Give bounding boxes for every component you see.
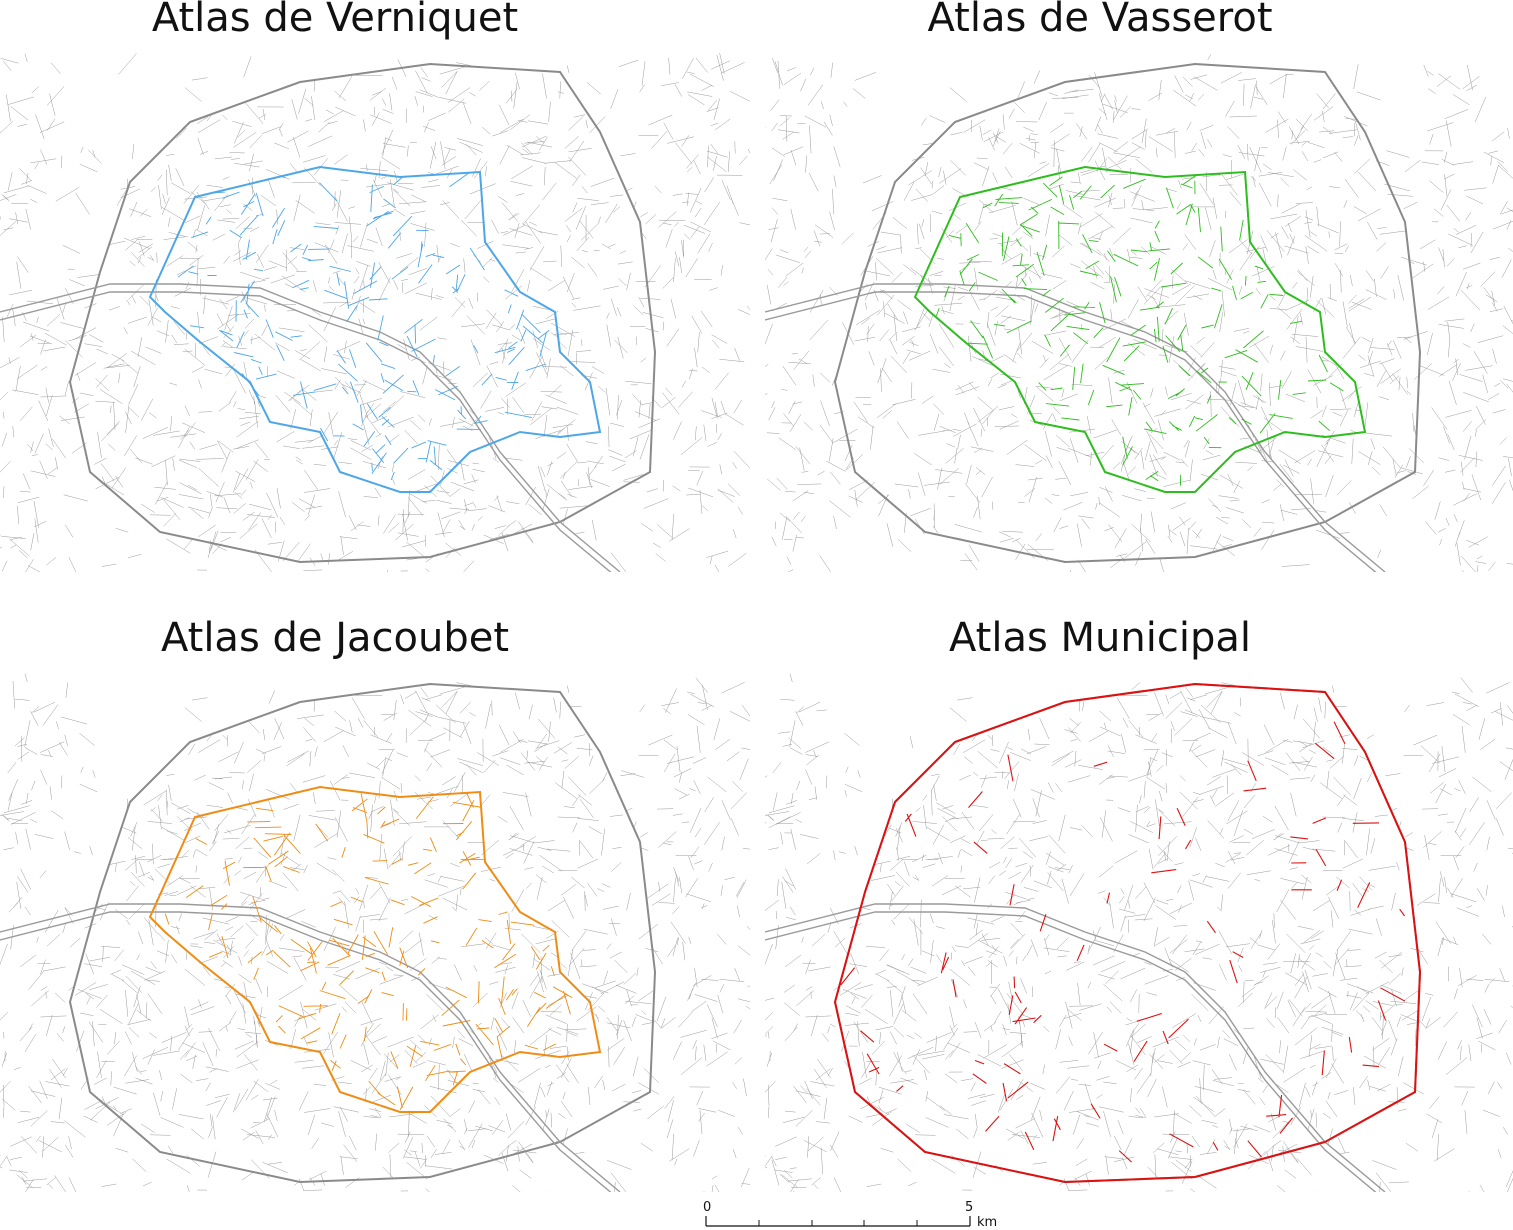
panel-title: Atlas Municipal (949, 615, 1251, 661)
seine-bank (765, 291, 1377, 572)
panel-title: Atlas de Vasserot (927, 0, 1273, 41)
seine-bank (765, 911, 1377, 1192)
city-boundary (68, 62, 657, 564)
city-boundary (68, 682, 657, 1184)
basemap-streets (0, 52, 750, 572)
map-panel-vasserot: Atlas de Vasserot (765, 0, 1513, 600)
atlas-coverage-boundary (833, 682, 1422, 1184)
map-panel-municipal: Atlas Municipal (765, 615, 1513, 1220)
map-canvas (765, 673, 1513, 1192)
panel-title: Atlas de Jacoubet (160, 615, 510, 661)
map-panel-jacoubet: Atlas de Jacoubet (0, 615, 750, 1220)
atlas-street-network (935, 174, 1344, 486)
atlas-street-network (840, 721, 1406, 1163)
scale-end-label: 5 (965, 1200, 974, 1215)
basemap-streets (765, 673, 1513, 1192)
city-boundary (833, 62, 1422, 564)
atlas-coverage-boundary (913, 165, 1367, 493)
scale-bar: 0 5 km (700, 1198, 1010, 1230)
map-canvas (0, 52, 750, 572)
seine-bank (0, 911, 612, 1192)
panel-title: Atlas de Verniquet (151, 0, 519, 41)
map-canvas (765, 54, 1513, 572)
seine-bank (765, 903, 1386, 1192)
scale-unit-label: km (977, 1215, 998, 1230)
map-panel-verniquet: Atlas de Verniquet (0, 0, 750, 600)
atlas-street-network (177, 172, 550, 481)
seine-bank (0, 903, 621, 1192)
atlas-coverage-boundary (148, 165, 602, 493)
map-canvas (0, 673, 750, 1192)
seine-bank (0, 283, 621, 572)
atlas-coverage-boundary (148, 785, 602, 1113)
seine-bank (0, 291, 612, 572)
basemap-streets (765, 54, 1513, 572)
city-boundary (833, 682, 1422, 1184)
scale-start-label: 0 (703, 1200, 712, 1215)
atlas-street-network (164, 793, 573, 1111)
scale-bar-graphic (705, 1216, 971, 1227)
